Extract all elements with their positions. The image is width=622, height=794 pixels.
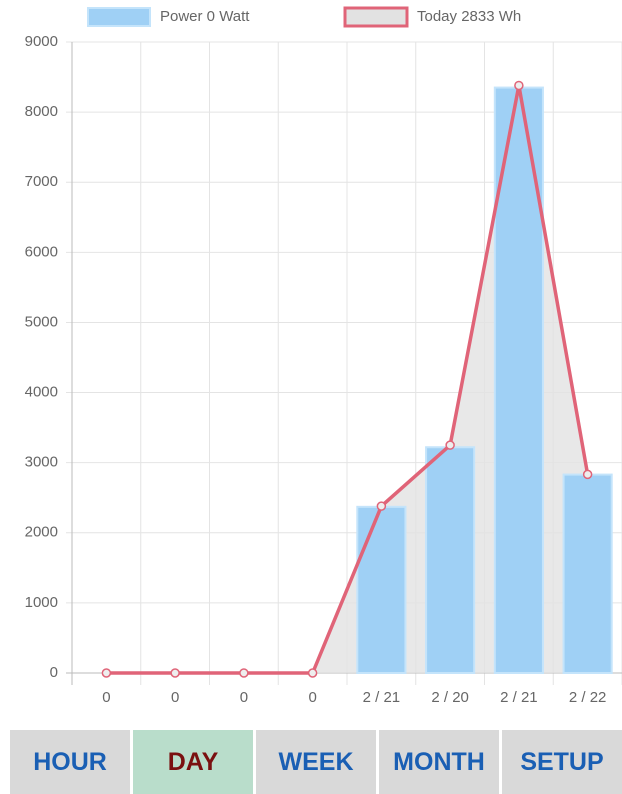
line-point — [582, 469, 593, 480]
line — [106, 83, 590, 675]
line-point — [307, 668, 318, 678]
legend-swatch — [87, 7, 151, 27]
chart: 0 1000 2000 3000 4000 5000 6000 7000 8000 9000 0 0 0… — [25, 6, 622, 706]
legend-swatch — [343, 6, 409, 28]
legend-label: Power 0 Watt — [160, 8, 250, 25]
legend-label: Today 2833 Wh — [417, 8, 521, 25]
y-tick-label: 1000 — [25, 594, 58, 611]
x-tick-label: 0 — [240, 689, 248, 706]
x-tick-label: 2 / 21 — [500, 689, 538, 706]
nav-button[interactable]: WEEK — [256, 730, 376, 794]
line-point — [376, 501, 387, 511]
bar — [425, 446, 476, 674]
nav-button[interactable]: MONTH — [379, 730, 499, 794]
nav-bar: HOUR DAY WEEK MONTH SETUP — [10, 730, 622, 794]
y-tick-label: 2000 — [25, 524, 58, 541]
bar — [562, 473, 613, 674]
line-point — [170, 668, 180, 678]
y-tick-label: 5000 — [25, 313, 58, 330]
line-point — [101, 668, 112, 678]
line-point — [514, 80, 524, 91]
y-tick-label: 4000 — [25, 384, 58, 401]
y-tick-label: 8000 — [25, 103, 58, 120]
y-tick-label: 7000 — [25, 173, 58, 190]
y-tick-label: 6000 — [25, 243, 58, 260]
x-tick-label: 0 — [171, 689, 179, 706]
x-tick-label: 0 — [308, 689, 316, 706]
y-tick-label: 9000 — [25, 33, 58, 50]
nav-button[interactable]: DAY — [133, 730, 253, 794]
line-point — [239, 668, 249, 678]
nav-button[interactable]: HOUR — [10, 730, 130, 794]
x-tick-label: 2 / 22 — [569, 689, 607, 706]
nav-button[interactable]: SETUP — [502, 730, 622, 794]
line-point — [445, 440, 455, 450]
x-tick-label: 2 / 20 — [431, 689, 469, 706]
y-tick-label: 3000 — [25, 454, 58, 471]
x-tick-label: 0 — [102, 689, 110, 706]
y-tick-label: 0 — [50, 664, 58, 681]
bar — [356, 505, 407, 674]
x-tick-label: 2 / 21 — [363, 689, 401, 706]
